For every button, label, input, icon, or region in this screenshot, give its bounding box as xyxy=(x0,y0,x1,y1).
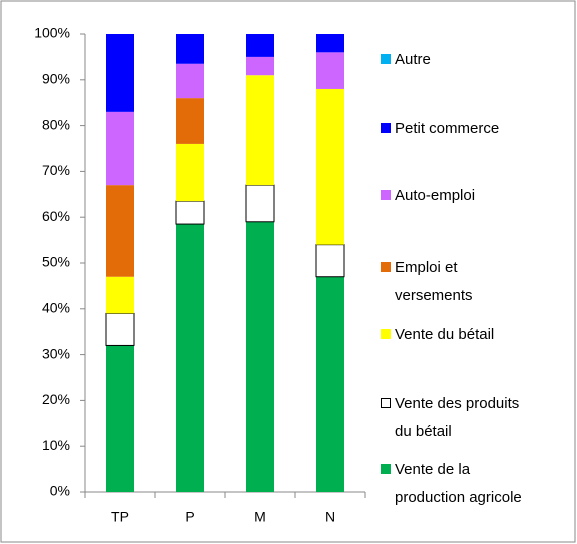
y-tick-label: 10% xyxy=(42,437,70,453)
bar-segment xyxy=(176,98,204,144)
bar-segment xyxy=(176,224,204,492)
legend-label: Emploi et versements xyxy=(395,259,473,304)
x-tick-label: M xyxy=(254,509,266,525)
y-tick-label: 40% xyxy=(42,300,70,316)
y-tick-label: 70% xyxy=(42,162,70,178)
legend-swatch xyxy=(381,54,391,64)
bar-segment xyxy=(316,52,344,89)
legend-swatch xyxy=(381,329,391,339)
legend-swatch xyxy=(381,262,391,272)
bar-segment xyxy=(316,88,344,245)
y-tick-label: 100% xyxy=(34,25,70,41)
legend-label: Vente des produits du bétail xyxy=(395,395,520,440)
y-tick-label: 80% xyxy=(42,116,70,132)
bar-segment xyxy=(176,34,204,64)
bar-segment xyxy=(176,143,204,202)
bar-segment xyxy=(246,221,274,492)
legend-label: Auto-emploi xyxy=(395,187,476,204)
x-tick-label: TP xyxy=(111,509,129,525)
legend-swatch xyxy=(381,464,391,474)
x-tick-label: N xyxy=(325,509,335,525)
bar-segment xyxy=(106,111,134,186)
x-tick-label: P xyxy=(185,509,194,525)
bar-segment xyxy=(106,345,134,492)
bar-segment xyxy=(176,63,204,99)
bar-segment xyxy=(246,56,274,76)
legend-item: Vente de la production agricole xyxy=(381,456,531,512)
bar-segment xyxy=(315,244,345,278)
y-tick-label: 90% xyxy=(42,71,70,87)
legend-label: Vente du bétail xyxy=(395,326,495,343)
y-tick-label: 30% xyxy=(42,345,70,361)
bar-segment xyxy=(316,34,344,53)
bar-segment xyxy=(105,312,135,346)
bar-segment xyxy=(246,75,274,186)
legend-label: Vente de la production agricole xyxy=(395,461,522,506)
legend-label: Petit commerce xyxy=(395,120,500,137)
legend-swatch xyxy=(381,123,391,133)
legend-item: Vente des produits du bétail xyxy=(381,390,531,446)
bar-segment xyxy=(175,200,205,225)
legend-item: Petit commerce xyxy=(381,115,566,143)
y-tick-label: 0% xyxy=(50,483,70,499)
bar-segment xyxy=(106,276,134,314)
legend-item: Emploi et versements xyxy=(381,254,531,310)
bar-segment xyxy=(246,34,274,57)
y-tick-label: 60% xyxy=(42,208,70,224)
y-tick-label: 20% xyxy=(42,391,70,407)
legend-label: Autre xyxy=(395,51,431,68)
legend-swatch xyxy=(381,398,391,408)
y-tick-label: 50% xyxy=(42,254,70,270)
bar-segment xyxy=(245,184,275,223)
bar-segment xyxy=(106,185,134,277)
legend-item: Vente du bétail xyxy=(381,321,531,349)
bar-segment xyxy=(316,276,344,492)
bar-segment xyxy=(106,34,134,112)
legend-swatch xyxy=(381,190,391,200)
legend-item: Autre xyxy=(381,46,531,74)
legend-item: Auto-emploi xyxy=(381,182,531,210)
